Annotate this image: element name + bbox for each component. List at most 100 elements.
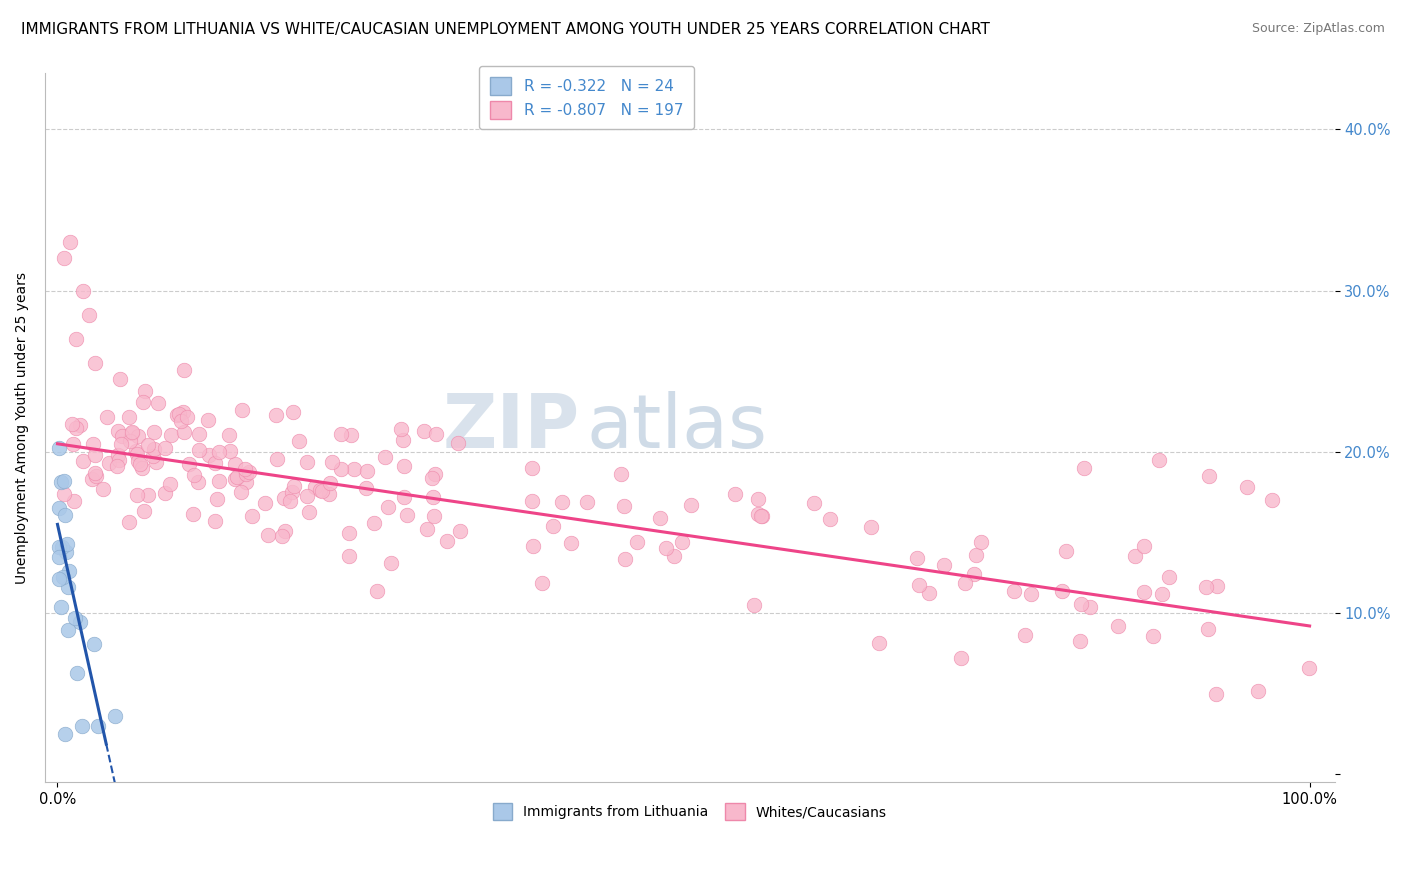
Point xyxy=(363,516,385,531)
Point xyxy=(1133,584,1156,599)
Point xyxy=(918,586,941,600)
Point xyxy=(955,575,977,590)
Point xyxy=(356,463,378,477)
Point xyxy=(648,511,671,525)
Point xyxy=(343,461,366,475)
Point xyxy=(354,481,377,495)
Point xyxy=(671,534,693,549)
Point xyxy=(170,414,193,428)
Point xyxy=(1073,461,1095,475)
Point xyxy=(70,719,93,733)
Point xyxy=(107,424,129,438)
Point xyxy=(84,469,107,483)
Point xyxy=(138,438,160,452)
Point xyxy=(447,435,470,450)
Point xyxy=(69,615,91,629)
Point xyxy=(159,428,181,442)
Point xyxy=(56,623,79,637)
Point xyxy=(56,580,79,594)
Point xyxy=(218,444,240,458)
Point xyxy=(134,384,156,398)
Point xyxy=(610,467,633,481)
Point xyxy=(1149,453,1171,467)
Point xyxy=(965,548,987,562)
Point xyxy=(51,541,73,555)
Point xyxy=(749,509,772,524)
Point xyxy=(287,434,309,449)
Point xyxy=(53,508,76,522)
Point xyxy=(166,408,188,422)
Point xyxy=(655,541,678,555)
Point xyxy=(131,460,153,475)
Point xyxy=(423,508,446,523)
Point xyxy=(63,493,86,508)
Point xyxy=(105,458,128,473)
Point xyxy=(1021,587,1043,601)
Point xyxy=(949,650,972,665)
Point xyxy=(626,535,648,549)
Point xyxy=(380,556,402,570)
Point xyxy=(1197,622,1219,636)
Point xyxy=(420,471,443,485)
Point xyxy=(59,235,82,250)
Point xyxy=(413,424,436,438)
Point xyxy=(614,552,637,566)
Point xyxy=(298,505,321,519)
Point xyxy=(751,508,773,523)
Point xyxy=(65,421,87,435)
Point xyxy=(55,536,77,550)
Point xyxy=(80,472,103,486)
Point xyxy=(83,466,105,480)
Point xyxy=(226,469,249,483)
Point xyxy=(423,467,446,481)
Point xyxy=(329,427,352,442)
Point xyxy=(664,549,686,563)
Point xyxy=(1014,628,1036,642)
Point xyxy=(1298,661,1320,675)
Point xyxy=(52,252,75,266)
Point xyxy=(204,514,226,528)
Point xyxy=(309,483,332,497)
Point xyxy=(416,522,439,536)
Point xyxy=(613,499,636,513)
Point xyxy=(53,727,76,741)
Point xyxy=(1205,687,1227,701)
Point xyxy=(66,665,89,680)
Point xyxy=(48,442,70,456)
Point xyxy=(1198,469,1220,483)
Point xyxy=(187,442,209,457)
Point xyxy=(520,461,543,475)
Point xyxy=(172,404,194,418)
Point xyxy=(187,475,209,489)
Point xyxy=(278,494,301,508)
Point xyxy=(724,487,747,501)
Point xyxy=(108,372,131,386)
Point xyxy=(84,448,107,462)
Y-axis label: Unemployment Among Youth under 25 years: Unemployment Among Youth under 25 years xyxy=(15,272,30,583)
Point xyxy=(58,564,80,578)
Point xyxy=(86,719,108,733)
Point xyxy=(104,709,127,723)
Point xyxy=(107,448,129,462)
Point xyxy=(394,459,416,474)
Point xyxy=(374,450,396,465)
Point xyxy=(868,636,890,650)
Point xyxy=(449,524,471,538)
Point xyxy=(183,467,205,482)
Point xyxy=(522,494,544,508)
Point xyxy=(108,452,131,467)
Point xyxy=(142,442,165,457)
Point xyxy=(970,534,993,549)
Point xyxy=(803,496,825,510)
Point xyxy=(425,427,447,442)
Point xyxy=(295,489,318,503)
Point xyxy=(392,433,415,447)
Point xyxy=(271,528,294,542)
Point xyxy=(132,394,155,409)
Point xyxy=(142,450,165,464)
Point xyxy=(522,539,544,553)
Point xyxy=(560,536,582,550)
Point xyxy=(205,491,228,506)
Text: ZIP: ZIP xyxy=(443,392,581,464)
Point xyxy=(337,549,360,563)
